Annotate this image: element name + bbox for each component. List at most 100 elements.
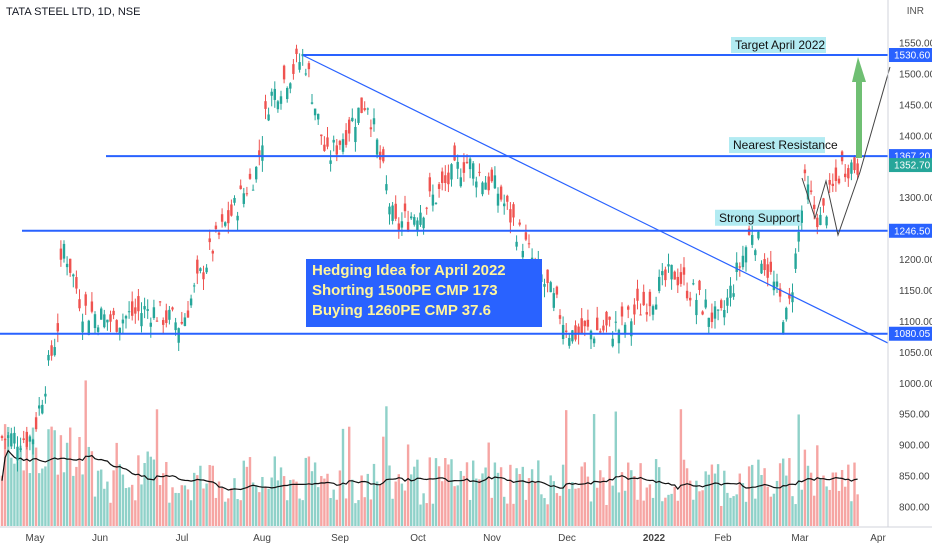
volume-bar (391, 498, 394, 526)
volume-bar (131, 484, 134, 526)
volume-bar (574, 488, 577, 526)
time-axis: May Jun Jul Aug Sep Oct Nov Dec 2022 Feb Mar Apr (0, 526, 932, 544)
currency-label: INR (906, 6, 924, 17)
candle-body (493, 175, 497, 189)
volume-bar (217, 481, 221, 526)
candle-body (292, 64, 295, 74)
volume-bar (760, 474, 763, 526)
volume-bar (856, 494, 859, 526)
candle-body (7, 435, 10, 438)
volume-bar (354, 503, 357, 526)
volume-bar (273, 456, 276, 526)
volume-bar (118, 464, 121, 526)
volume-bar (738, 473, 741, 526)
volume-bar (313, 462, 317, 526)
volume-bar (379, 485, 382, 526)
candle-body (509, 209, 512, 223)
annotation-box (729, 137, 825, 154)
candle-body (313, 108, 317, 116)
volume-bar (747, 466, 751, 526)
time-tick-label: 2022 (643, 533, 666, 544)
candle-body (53, 347, 56, 356)
volume-bar (673, 486, 676, 526)
volume-bar (134, 500, 137, 526)
price-axis: 800.00 850.00 900.00 950.00 1000.00 1050.00 11… (887, 0, 932, 527)
volume-bar (586, 476, 590, 526)
volume-bar (158, 485, 162, 526)
price-tick-label: 1200.00 (899, 255, 932, 266)
candle-body (171, 307, 174, 310)
volume-bar (332, 489, 335, 526)
candle-body (676, 276, 679, 286)
volume-bar (487, 442, 490, 526)
volume-bar (478, 479, 481, 526)
volume-bar (741, 483, 745, 526)
candle-body (589, 330, 593, 340)
volume-bar (84, 380, 87, 526)
price-label-text: 1080.05 (894, 329, 931, 340)
time-tick-label: Nov (483, 533, 501, 544)
volume-bar (208, 465, 211, 526)
volume-bar (22, 470, 25, 526)
candle-body (586, 319, 590, 327)
price-tick-label: 950.00 (899, 410, 930, 421)
volume-bar (100, 469, 103, 526)
candle-body (78, 299, 81, 309)
volume-bar (397, 474, 400, 526)
volume-bar (667, 494, 670, 526)
candle-body (127, 311, 131, 313)
candle-body (193, 285, 196, 287)
volume-bar (295, 481, 298, 526)
candle-body (698, 280, 701, 291)
price-tick-label: 800.00 (899, 503, 930, 514)
volume-bar (16, 461, 19, 526)
volume-bar (468, 499, 472, 526)
volume-bar (165, 461, 168, 526)
candle-body (729, 285, 732, 298)
candle-body (512, 204, 515, 218)
volume-bar (654, 459, 658, 526)
price-label-box (889, 158, 932, 173)
candle-body (475, 181, 478, 188)
volume-bar (90, 451, 94, 526)
volume-bar (307, 456, 311, 526)
candle-body (158, 301, 162, 303)
candle-body (143, 306, 146, 310)
candle-body (289, 83, 292, 89)
volume-bar (75, 466, 78, 526)
candle-body (224, 222, 227, 226)
time-tick-label: Sep (331, 533, 349, 544)
candle-body (763, 259, 766, 271)
volume-bar (298, 498, 301, 526)
volume-bar (490, 497, 493, 526)
candle-body (388, 206, 391, 215)
volume-bar (264, 487, 267, 526)
candle-body (825, 216, 828, 226)
volume-bar (242, 460, 245, 526)
volume-bar (778, 463, 782, 526)
candle-body (34, 417, 38, 430)
candle-body (630, 321, 633, 337)
candle-body (202, 272, 205, 280)
candle-body (298, 62, 301, 70)
candle-body (521, 250, 524, 258)
volume-bar (338, 470, 342, 526)
volume-bar (375, 481, 379, 526)
candle-body (217, 232, 221, 235)
volume-ma-line (1, 449, 858, 491)
volume-bar (692, 499, 695, 526)
candle-body (732, 293, 735, 297)
candle-body (416, 220, 419, 231)
candle-body (794, 253, 797, 269)
time-tick-label: Jul (176, 533, 189, 544)
candle-body (499, 186, 503, 200)
volume-bar (248, 457, 252, 526)
candle-body (0, 436, 4, 438)
candle-body (239, 185, 242, 190)
volume-bar (465, 462, 469, 526)
volume-bar (422, 493, 425, 526)
candle-body (583, 320, 586, 327)
candle-body (75, 277, 78, 289)
volume-bar (484, 467, 487, 526)
